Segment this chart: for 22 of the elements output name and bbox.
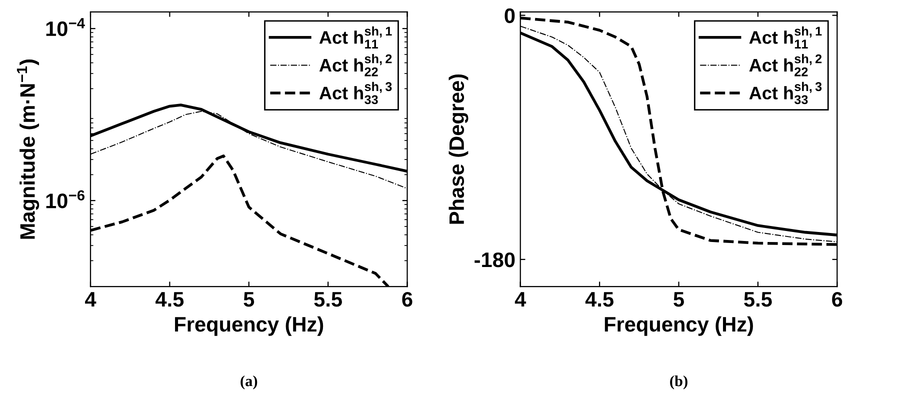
y-axis-title: Magnitude (m·N$^{−1}$) xyxy=(16,60,40,239)
legend-label: Act h$^{sh,3}$$_{33}$ xyxy=(749,82,822,104)
x-tick-label: 4.5 xyxy=(585,292,614,307)
x-axis-title: Frequency (Hz) xyxy=(175,316,324,336)
x-tick-label: 5.5 xyxy=(314,292,342,307)
text: (a) xyxy=(240,375,258,390)
y-tick-label: 0 xyxy=(504,8,515,24)
x-tick-label: 5 xyxy=(244,292,254,307)
x-tick-label: 5 xyxy=(674,292,684,307)
text: (b) xyxy=(670,375,688,390)
x-tick-label: 4 xyxy=(85,292,96,307)
x-axis-title: Frequency (Hz) xyxy=(604,316,753,336)
x-tick-label: 6 xyxy=(402,292,412,307)
y-axis-title: Phase (Degree) xyxy=(448,74,468,224)
x-tick-label: 5.5 xyxy=(744,292,772,307)
x-tick-label: 6 xyxy=(832,292,842,307)
x-tick-label: 4.5 xyxy=(156,292,184,307)
legend-label: Act h$^{sh,3}$$_{33}$ xyxy=(319,82,392,104)
y-tick-label: 10$^{−4}$ xyxy=(46,18,85,36)
x-tick-label: 4 xyxy=(514,292,526,307)
y-tick-label: 10$^{−6}$ xyxy=(46,190,84,208)
y-tick-label: -180 xyxy=(474,252,515,268)
